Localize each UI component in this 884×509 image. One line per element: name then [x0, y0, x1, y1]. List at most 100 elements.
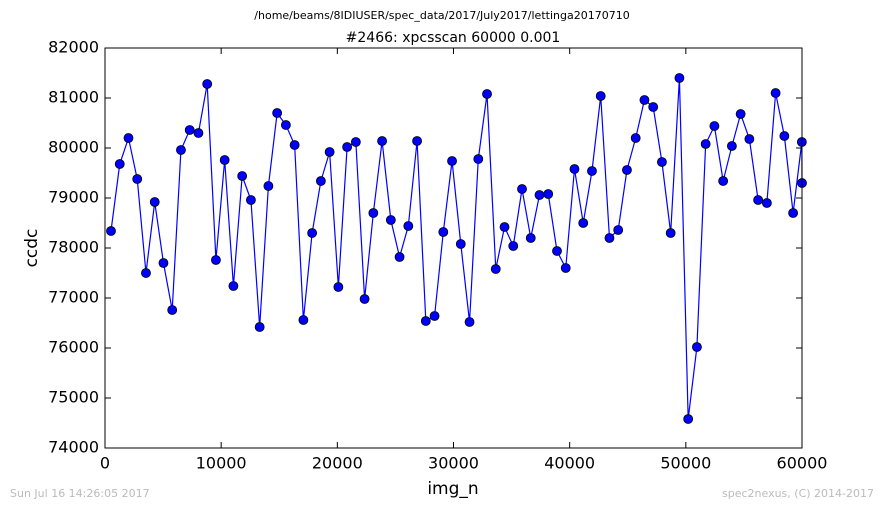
data-point — [429, 311, 440, 321]
data-point — [289, 140, 300, 150]
data-point — [718, 176, 729, 186]
y-tick-label: 78000 — [48, 238, 99, 257]
data-point — [141, 268, 151, 278]
data-line — [110, 77, 803, 420]
data-point — [158, 258, 169, 268]
data-point — [490, 264, 501, 274]
data-point — [517, 184, 527, 194]
x-tick-label: 40000 — [544, 454, 595, 473]
x-tick-label: 20000 — [312, 454, 363, 473]
data-point — [350, 137, 361, 147]
y-tick-label: 74000 — [48, 438, 99, 457]
data-point — [280, 120, 291, 130]
data-point — [307, 228, 318, 238]
data-point — [368, 208, 379, 218]
data-point — [657, 157, 667, 167]
data-point — [770, 88, 781, 98]
data-point — [788, 208, 799, 218]
data-point — [193, 128, 204, 138]
data-point — [237, 171, 248, 181]
data-point — [683, 414, 694, 424]
data-point — [114, 159, 125, 169]
x-tick-label: 50000 — [660, 454, 711, 473]
data-point — [604, 233, 615, 243]
data-point — [622, 165, 632, 175]
x-tick-label: 0 — [100, 454, 110, 473]
footer-date: Sun Jul 16 14:26:05 2017 — [10, 487, 150, 500]
data-point — [149, 197, 160, 207]
data-point — [543, 189, 554, 199]
data-point — [167, 305, 178, 315]
x-tick-label: 60000 — [777, 454, 828, 473]
data-point — [342, 142, 353, 152]
data-point — [132, 174, 143, 184]
data-point — [246, 195, 256, 205]
data-point — [211, 255, 221, 265]
data-point — [613, 225, 624, 235]
data-point — [176, 145, 186, 155]
y-tick-label: 75000 — [48, 388, 99, 407]
data-point — [534, 190, 545, 200]
data-point — [385, 215, 396, 225]
data-point — [665, 228, 676, 238]
data-point — [753, 195, 764, 205]
data-point — [560, 263, 571, 273]
data-point — [482, 89, 492, 99]
data-point — [525, 233, 536, 243]
data-point — [272, 108, 283, 118]
data-point — [639, 95, 650, 105]
data-point — [420, 316, 431, 326]
data-point — [578, 218, 589, 228]
data-point — [412, 136, 422, 146]
data-point — [403, 221, 414, 231]
data-point — [219, 155, 230, 165]
data-point — [761, 198, 772, 208]
data-point — [438, 227, 449, 237]
x-tick-label: 30000 — [428, 454, 479, 473]
data-point — [464, 317, 475, 327]
data-point — [648, 102, 659, 112]
y-tick-label: 77000 — [48, 288, 99, 307]
data-point — [228, 281, 239, 291]
data-point — [473, 154, 484, 164]
data-point — [595, 91, 606, 101]
x-tick-label: 10000 — [196, 454, 247, 473]
y-tick-label: 80000 — [48, 138, 99, 157]
data-point — [779, 131, 790, 141]
footer-credit: spec2nexus, (C) 2014-2017 — [722, 487, 874, 500]
data-point — [630, 133, 641, 143]
data-point — [552, 246, 562, 256]
data-point — [106, 226, 116, 236]
data-point — [709, 121, 720, 131]
y-tick-label: 81000 — [48, 88, 99, 107]
y-tick-label: 82000 — [48, 38, 99, 57]
x-axis-label: img_n — [427, 479, 478, 499]
data-point — [394, 252, 405, 262]
data-point — [202, 79, 213, 89]
data-point — [263, 181, 274, 191]
y-tick-label: 76000 — [48, 338, 99, 357]
data-point — [674, 73, 685, 83]
data-point — [324, 147, 335, 157]
suptitle: /home/beams/8IDIUSER/spec_data/2017/July… — [254, 9, 629, 22]
data-point — [700, 139, 711, 149]
data-point — [298, 315, 309, 325]
chart-title: #2466: xpcsscan 60000 0.001 — [346, 30, 561, 46]
data-point — [333, 282, 344, 292]
data-point — [508, 241, 519, 251]
data-point — [123, 133, 134, 143]
data-point — [499, 222, 510, 232]
data-point — [735, 109, 746, 119]
data-point — [587, 166, 597, 176]
data-point — [692, 342, 702, 352]
data-point — [377, 136, 387, 146]
data-point — [254, 322, 265, 332]
data-point — [359, 294, 370, 304]
data-point — [447, 156, 457, 166]
data-point — [315, 176, 326, 186]
y-tick-label: 79000 — [48, 188, 99, 207]
data-point — [184, 125, 195, 135]
data-point — [726, 141, 737, 151]
data-point — [455, 239, 466, 249]
